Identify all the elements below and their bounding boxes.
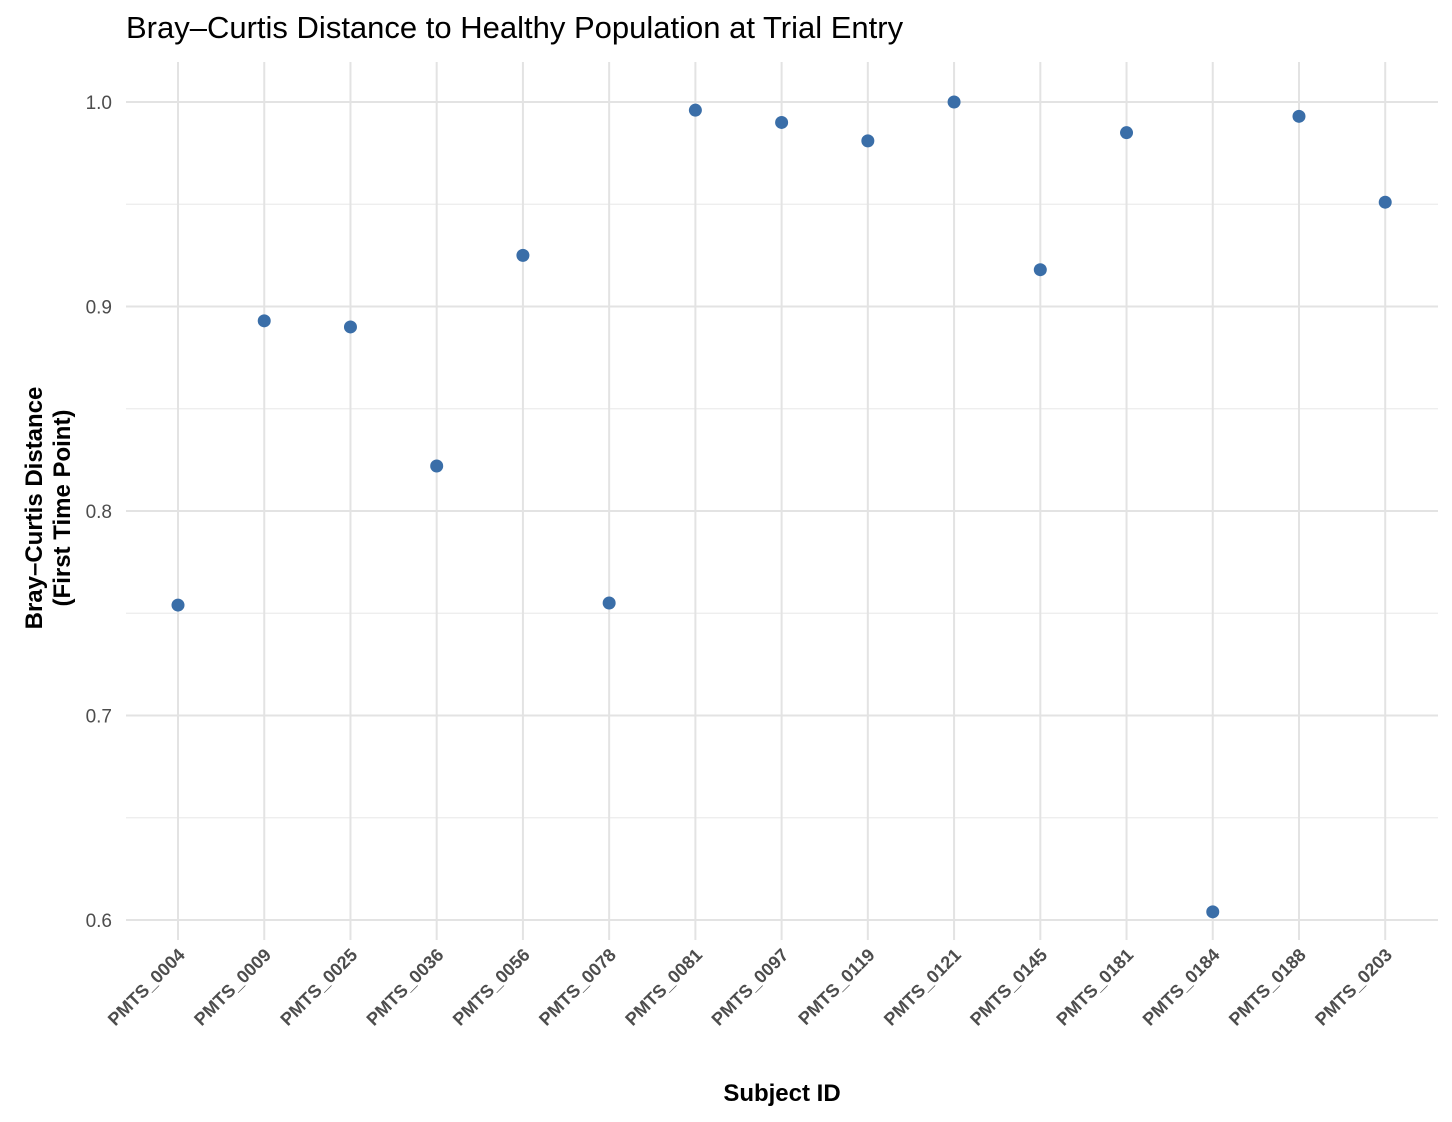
y-tick-label: 1.0	[86, 93, 112, 114]
data-point	[775, 115, 789, 129]
data-point	[947, 95, 961, 109]
x-tick-label: PMTS_0145	[966, 945, 1051, 1030]
x-axis-title: Subject ID	[723, 1080, 840, 1107]
y-axis-title-line-1: Bray–Curtis Distance	[21, 387, 48, 630]
data-point	[1378, 195, 1392, 209]
x-tick-label: PMTS_0004	[104, 945, 189, 1030]
data-point	[602, 596, 616, 610]
x-tick-label: PMTS_0009	[190, 945, 275, 1030]
y-tick-label: 0.6	[86, 911, 112, 932]
x-tick-label: PMTS_0121	[880, 945, 965, 1030]
x-tick-label: PMTS_0181	[1052, 945, 1137, 1030]
x-tick-label: PMTS_0097	[708, 945, 793, 1030]
data-point	[257, 314, 271, 328]
y-tick-label: 0.7	[86, 707, 112, 728]
data-points	[171, 95, 1392, 919]
x-tick-label: PMTS_0056	[449, 945, 534, 1030]
y-tick-label: 0.9	[86, 298, 112, 319]
x-tick-label: PMTS_0025	[276, 945, 361, 1030]
grid	[126, 62, 1438, 940]
y-tick-label: 0.8	[86, 502, 112, 523]
data-point	[688, 103, 702, 117]
chart-title: Bray–Curtis Distance to Healthy Populati…	[126, 10, 904, 45]
data-point	[1292, 109, 1306, 123]
data-point	[1120, 126, 1134, 140]
x-tick-label: PMTS_0078	[535, 945, 620, 1030]
y-axis-title-line-2: (First Time Point)	[49, 410, 76, 607]
data-point	[861, 134, 875, 148]
x-tick-label: PMTS_0188	[1225, 945, 1310, 1030]
y-axis-title: Bray–Curtis Distance (First Time Point)	[21, 387, 76, 630]
data-point	[1206, 905, 1220, 919]
data-point	[516, 248, 530, 262]
data-point	[430, 459, 444, 473]
x-tick-label: PMTS_0081	[621, 945, 706, 1030]
x-tick-label: PMTS_0036	[363, 945, 448, 1030]
x-tick-label: PMTS_0203	[1311, 945, 1396, 1030]
x-axis-ticks: PMTS_0004 PMTS_0009 PMTS_0025 PMTS_0036 PMTS…	[104, 945, 1396, 1030]
data-point	[1033, 263, 1047, 277]
y-axis-ticks: 0.6 0.7 0.8 0.9 1.0	[86, 93, 112, 932]
x-tick-label: PMTS_0119	[794, 945, 878, 1029]
data-point	[171, 598, 185, 612]
x-tick-label: PMTS_0184	[1139, 945, 1224, 1030]
data-point	[343, 320, 357, 334]
